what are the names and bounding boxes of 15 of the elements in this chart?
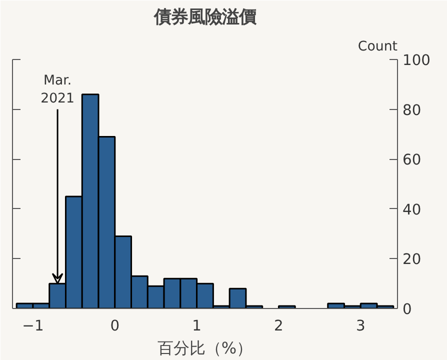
y-tick-label: 0 — [402, 301, 412, 318]
y-tick-label: 80 — [402, 102, 422, 119]
x-tick-label: 3 — [356, 318, 366, 334]
x-tick-label: 2 — [274, 318, 284, 334]
y-tick-label: 20 — [402, 251, 422, 268]
y-tick-label: 40 — [402, 201, 422, 218]
annotation: Mar. 2021 — [40, 73, 75, 106]
x-axis-title: 百分比（%） — [157, 338, 253, 358]
y-tick-label: 100 — [402, 52, 430, 69]
x-tick-label: 0 — [110, 318, 120, 334]
chart-title: 債券風險溢價 — [153, 8, 257, 28]
y-axis-title: Count — [358, 40, 398, 54]
x-tick-label: 1 — [192, 318, 202, 334]
y-tick-label: 60 — [402, 152, 422, 169]
x-tick-label: −1 — [22, 318, 44, 334]
